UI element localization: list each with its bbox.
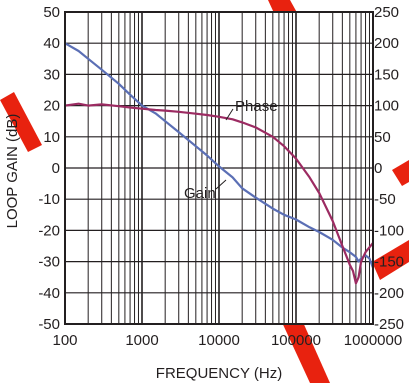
x-tick-label: 1000000 [344,332,402,349]
y-tick-label: -20 [38,222,60,239]
y-right-tick-label: 250 [374,4,399,21]
series-layer [64,42,375,285]
y-right-tick-label: 150 [374,66,399,83]
phase-annotation: Phase [235,98,278,115]
y-tick-label: -30 [38,254,60,271]
watermark-stripe [392,160,409,186]
x-axis-title: FREQUENCY (Hz) [156,365,282,382]
y-tick-label: 50 [43,4,60,21]
y-tick-label: 30 [43,66,60,83]
right-axis-ticks: 250 200 150 100 50 0 -50 -100 -150 -200 -250 [374,4,404,333]
y-right-tick-label: -150 [374,254,404,271]
y-tick-label: 0 [52,160,60,177]
phase-line [64,102,374,285]
y-tick-label: 40 [43,35,60,52]
y-right-tick-label: 200 [374,35,399,52]
x-axis-ticks: 100 1000 10000 100000 1000000 [52,332,402,349]
y-tick-label: 10 [43,129,60,146]
y-tick-label: -50 [38,316,60,333]
y-right-tick-label: -100 [374,222,404,239]
y-right-tick-label: 50 [374,129,391,146]
chart-grid [65,12,373,324]
plot-border [64,11,374,325]
y-axis-title: LOOP GAIN (dB) [4,114,21,229]
x-tick-label: 100000 [271,332,321,349]
gain-annotation-leader [215,179,227,190]
gain-line [64,42,375,269]
watermark-stripe [0,92,42,152]
y-right-tick-label: -250 [374,316,404,333]
y-right-tick-label: -50 [374,191,396,208]
x-tick-label: 10000 [198,332,240,349]
y-right-tick-label: 100 [374,98,399,115]
y-tick-label: 20 [43,98,60,115]
y-tick-label: -40 [38,285,60,302]
y-right-tick-label: -200 [374,285,404,302]
gain-annotation: Gain [184,185,216,202]
y-tick-label: -10 [38,191,60,208]
x-tick-label: 100 [52,332,77,349]
x-tick-label: 1000 [125,332,158,349]
left-axis-ticks: 50 40 30 20 10 0 -10 -20 -30 -40 -50 [38,4,60,333]
plot-frame [64,11,374,325]
phase-annotation-leader [225,108,234,121]
watermark-stripe [372,240,409,280]
y-right-tick-label: 0 [374,160,382,177]
